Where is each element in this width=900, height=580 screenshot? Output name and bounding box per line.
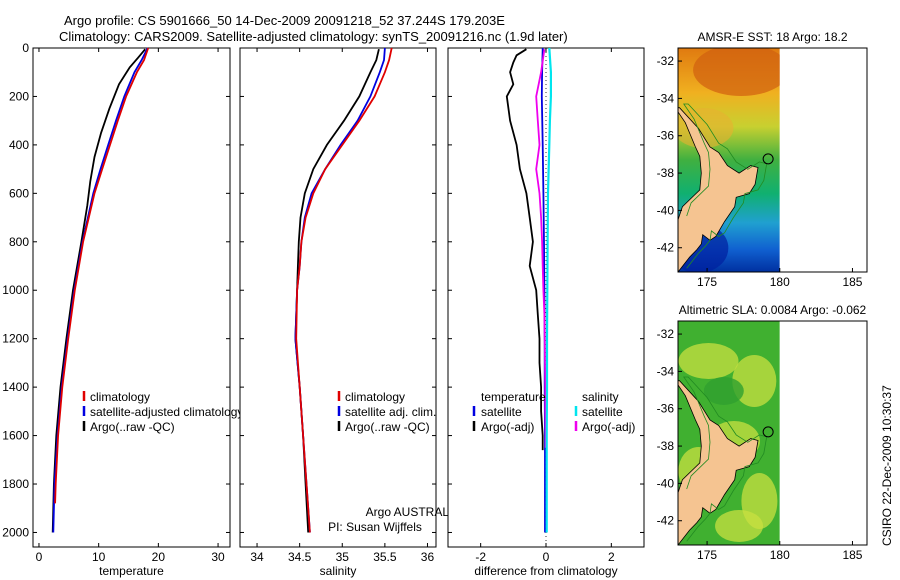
series-line: [545, 47, 553, 533]
sla-anomaly: [678, 343, 739, 379]
land: [678, 380, 759, 545]
side-label: CSIRO 22-Dec-2009 10:30:37: [880, 385, 894, 546]
plot-frame: [32, 47, 231, 548]
legend-label: climatology: [345, 390, 405, 404]
x-tick-label: 185: [842, 548, 862, 562]
y-tick-label: -32: [657, 54, 675, 68]
map-body: [678, 321, 867, 545]
x-tick-label: 34: [250, 550, 264, 564]
sst-map: AMSR-E SST: 18 Argo: 18.2 175 180 185 -32 -34…: [657, 30, 868, 289]
x-tick-label: 0: [36, 550, 43, 564]
float-location-marker: [762, 426, 774, 438]
x-axis-label: temperature: [99, 564, 164, 578]
y-tick-label: 1600: [2, 429, 29, 443]
x-tick-label: 20: [152, 550, 166, 564]
y-tick-label: 400: [9, 138, 29, 152]
series-line: [54, 47, 150, 504]
map-body: [678, 48, 867, 272]
legend-label: satellite: [582, 405, 623, 419]
header-line1: Argo profile: CS 5901666_50 14-Dec-2009 …: [64, 13, 505, 28]
legend-label: climatology: [90, 390, 150, 404]
x-tick-label: 180: [770, 548, 790, 562]
y-tick-label: -40: [657, 203, 675, 217]
x-tick-label: 30: [211, 550, 225, 564]
header-line2: Climatology: CARS2009. Satellite-adjuste…: [59, 29, 568, 44]
map-title: Altimetric SLA: 0.0084 Argo: -0.062: [679, 303, 867, 317]
y-tick-label: 0: [22, 41, 29, 55]
profile-panel-1: 0 200 400 600 800 1000 1200 1400 1600 1800 2000 0 10…: [2, 41, 243, 578]
isobath: [683, 103, 768, 269]
x-tick-label: 175: [697, 548, 717, 562]
series-line: [505, 48, 544, 451]
y-tick-label: 600: [9, 186, 29, 200]
x-tick-label: 34.5: [288, 550, 312, 564]
no-data-region: [779, 321, 867, 545]
sla-anomaly: [703, 377, 744, 405]
sla-anomaly: [715, 510, 764, 542]
y-tick-label: -34: [657, 364, 675, 378]
land: [678, 107, 759, 272]
y-tick-label: 1800: [2, 477, 29, 491]
series-line: [535, 49, 547, 448]
y-tick-label: -42: [657, 514, 675, 528]
no-data-region: [779, 48, 867, 272]
y-tick-label: -40: [657, 476, 675, 490]
y-tick-label: -38: [657, 166, 675, 180]
x-tick-label: 175: [697, 275, 717, 289]
x-axis-label: difference from climatology: [474, 564, 617, 578]
legend-label: satellite adj. clim.: [345, 405, 436, 419]
legend-label: Argo(-adj): [582, 420, 635, 434]
x-tick-label: 10: [92, 550, 106, 564]
map-frame: [677, 320, 868, 546]
y-tick-label: 1000: [2, 283, 29, 297]
y-tick-label: -36: [657, 129, 675, 143]
warm-patch: [693, 48, 790, 96]
y-tick-label: 1400: [2, 380, 29, 394]
x-tick-label: 36: [421, 550, 435, 564]
legend-label: Argo(..raw -QC): [90, 420, 175, 434]
y-tick-label: 200: [9, 89, 29, 103]
credit-line2: PI: Susan Wijffels: [328, 520, 422, 534]
y-tick-label: 800: [9, 235, 29, 249]
x-tick-label: 0: [543, 550, 550, 564]
x-tick-label: -2: [475, 550, 486, 564]
profile-panel-2: 34 34.5 35 35.5 36 salinity climatologysatelli…: [239, 47, 461, 578]
legend-label: temperature: [481, 390, 546, 404]
legend-label: satellite: [481, 405, 522, 419]
credit-line1: Argo AUSTRALIA: [366, 505, 461, 519]
isobath: [683, 376, 768, 542]
x-tick-label: 185: [842, 275, 862, 289]
map-title: AMSR-E SST: 18 Argo: 18.2: [697, 30, 847, 44]
x-tick-label: 2: [608, 550, 615, 564]
x-tick-label: 35.5: [373, 550, 397, 564]
y-tick-label: 2000: [2, 525, 29, 539]
y-tick-label: -42: [657, 241, 675, 255]
y-tick-label: -38: [657, 439, 675, 453]
y-tick-label: 1200: [2, 332, 29, 346]
map-frame: [677, 47, 868, 273]
legend-label: Argo(..raw -QC): [345, 420, 430, 434]
x-tick-label: 180: [770, 275, 790, 289]
legend-label: Argo(-adj): [481, 420, 534, 434]
sla-map: Altimetric SLA: 0.0084 Argo: -0.062 175 18…: [657, 303, 868, 562]
series-line: [295, 47, 393, 533]
series-line: [51, 48, 146, 533]
x-tick-label: 35: [336, 550, 350, 564]
legend-label: salinity: [582, 390, 619, 404]
x-axis-label: salinity: [320, 564, 357, 578]
y-tick-label: -36: [657, 402, 675, 416]
y-tick-label: -34: [657, 91, 675, 105]
plot-frame: [239, 47, 437, 548]
y-tick-label: -32: [657, 327, 675, 341]
legend-label: satellite-adjusted climatology: [90, 405, 243, 419]
float-location-marker: [762, 153, 774, 165]
